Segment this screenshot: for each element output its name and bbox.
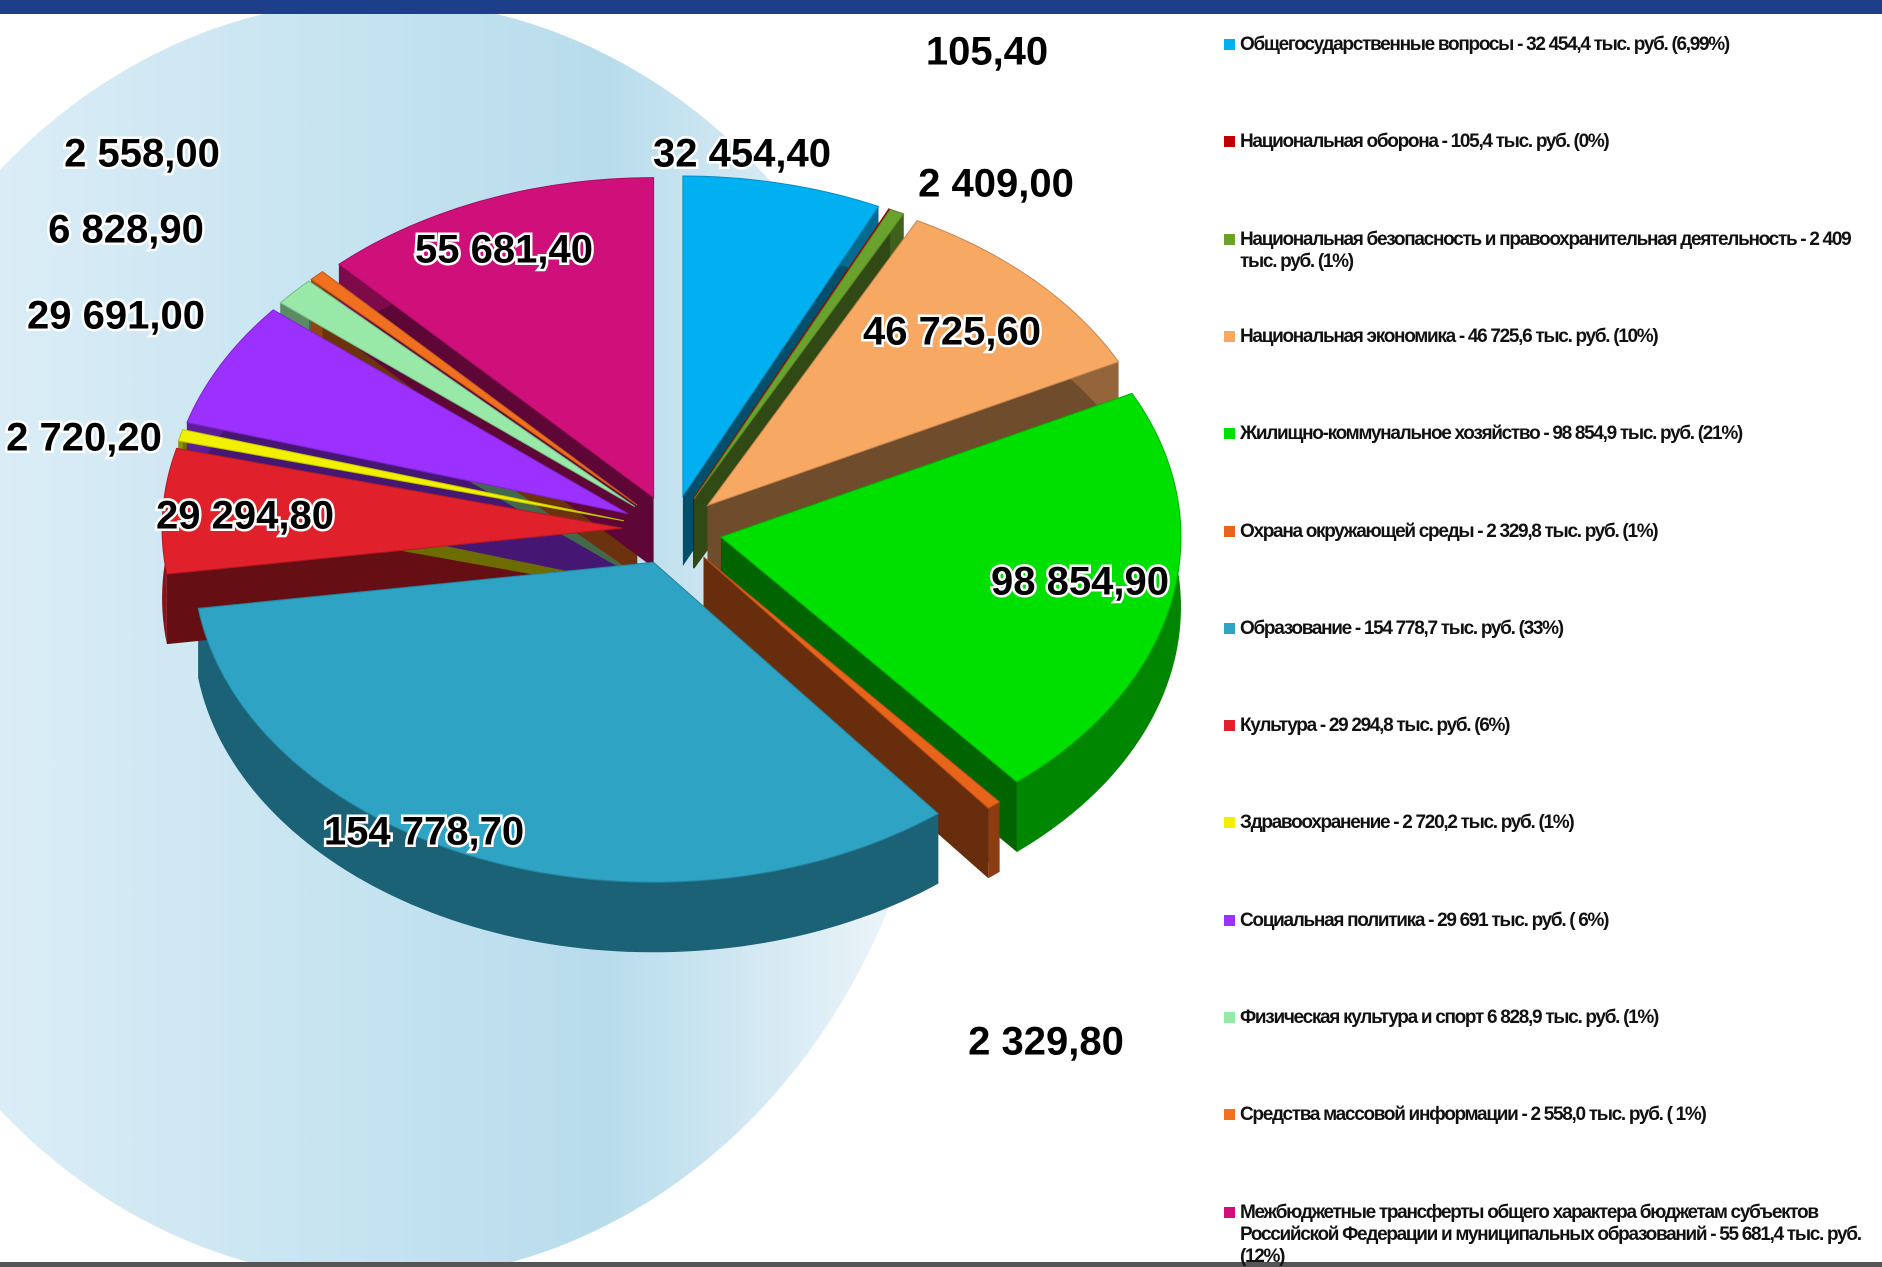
legend-marker: [1224, 915, 1235, 926]
data-label: 105,40: [926, 30, 1048, 74]
legend-item: Межбюджетные трансферты общего характера…: [1222, 1202, 1872, 1267]
legend-marker: [1224, 720, 1235, 731]
data-label: 29 294,80: [156, 494, 334, 538]
legend-marker: [1224, 817, 1235, 828]
legend-marker: [1224, 428, 1235, 439]
data-label: 46 725,60: [863, 310, 1041, 354]
legend-item: Средства массовой информации - 2 558,0 т…: [1222, 1104, 1872, 1126]
legend-marker: [1224, 331, 1235, 342]
data-label: 2 329,80: [968, 1020, 1124, 1064]
data-label: 2 558,00: [64, 132, 220, 176]
legend-item: Национальная безопасность и правоохранит…: [1222, 229, 1872, 273]
legend-text: Здравоохранение - 2 720,2 тыс. руб. (1%): [1240, 812, 1573, 833]
legend-text: Межбюджетные трансферты общего характера…: [1240, 1202, 1861, 1267]
data-label: 32 454,40: [653, 132, 831, 176]
legend-text: Социальная политика - 29 691 тыс. руб. (…: [1240, 910, 1608, 931]
legend-text: Культура - 29 294,8 тыс. руб. (6%): [1240, 715, 1509, 736]
legend-text: Общегосударственные вопросы - 32 454,4 т…: [1240, 34, 1729, 55]
legend-item: Национальная оборона - 105,4 тыс. руб. (…: [1222, 131, 1872, 153]
legend-text: Охрана окружающей среды - 2 329,8 тыс. р…: [1240, 521, 1657, 542]
data-label: 154 778,70: [324, 810, 524, 854]
legend-text: Национальная оборона - 105,4 тыс. руб. (…: [1240, 131, 1608, 152]
legend-item: Образование - 154 778,7 тыс. руб. (33%): [1222, 618, 1872, 640]
legend-item: Национальная экономика - 46 725,6 тыс. р…: [1222, 326, 1872, 348]
data-label: 6 828,90: [48, 208, 204, 252]
legend-marker: [1224, 136, 1235, 147]
slide: 32 454,40 105,40 2 409,00 46 725,60 98 854,9…: [0, 0, 1882, 1267]
data-label: 55 681,40: [415, 228, 593, 272]
legend-text: Национальная экономика - 46 725,6 тыс. р…: [1240, 326, 1657, 347]
slice-wall: [988, 802, 999, 878]
top-banner: [0, 0, 1882, 14]
legend-text: Физическая культура и спорт 6 828,9 тыс.…: [1240, 1007, 1658, 1028]
legend-marker: [1224, 1207, 1235, 1218]
legend-item: Охрана окружающей среды - 2 329,8 тыс. р…: [1222, 521, 1872, 543]
legend-text: Средства массовой информации - 2 558,0 т…: [1240, 1104, 1705, 1125]
legend-item: Социальная политика - 29 691 тыс. руб. (…: [1222, 910, 1872, 932]
data-label: 98 854,90: [991, 560, 1169, 604]
data-label: 2 720,20: [6, 416, 162, 460]
legend-marker: [1224, 623, 1235, 634]
legend-item: Здравоохранение - 2 720,2 тыс. руб. (1%): [1222, 812, 1872, 834]
legend-item: Общегосударственные вопросы - 32 454,4 т…: [1222, 34, 1872, 56]
legend-text: Национальная безопасность и правоохранит…: [1240, 229, 1850, 272]
legend-marker: [1224, 526, 1235, 537]
legend-item: Жилищно-коммунальное хозяйство - 98 854,…: [1222, 423, 1872, 445]
legend-item: Культура - 29 294,8 тыс. руб. (6%): [1222, 715, 1872, 737]
data-label: 2 409,00: [918, 162, 1074, 206]
legend-text: Жилищно-коммунальное хозяйство - 98 854,…: [1240, 423, 1742, 444]
data-label: 29 691,00: [27, 294, 205, 338]
legend-marker: [1224, 234, 1235, 245]
legend-text: Образование - 154 778,7 тыс. руб. (33%): [1240, 618, 1563, 639]
legend-marker: [1224, 39, 1235, 50]
legend-marker: [1224, 1012, 1235, 1023]
legend-marker: [1224, 1109, 1235, 1120]
legend-item: Физическая культура и спорт 6 828,9 тыс.…: [1222, 1007, 1872, 1029]
